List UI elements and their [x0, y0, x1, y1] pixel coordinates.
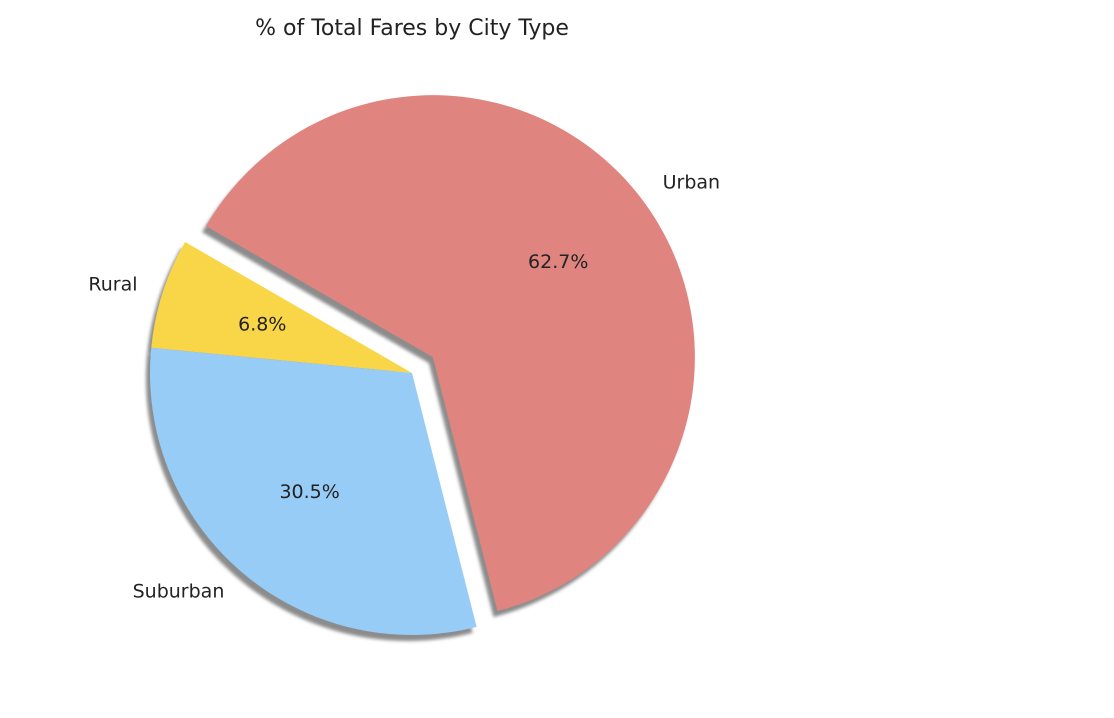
- rural-label: Rural: [88, 274, 137, 296]
- urban-percent-label: 62.7%: [528, 251, 588, 273]
- rural-percent-label: 6.8%: [238, 314, 286, 336]
- suburban-slice: [150, 347, 477, 636]
- slice-layer: [150, 95, 695, 636]
- urban-label: Urban: [663, 172, 720, 194]
- label-layer: Rural 6.8% Suburban 30.5% Urban 62.7%: [88, 172, 720, 603]
- chart-title: % of Total Fares by City Type: [255, 16, 569, 41]
- suburban-percent-label: 30.5%: [279, 481, 339, 503]
- suburban-label: Suburban: [133, 580, 225, 602]
- urban-slice: [205, 95, 695, 612]
- rural-slice: [151, 242, 413, 373]
